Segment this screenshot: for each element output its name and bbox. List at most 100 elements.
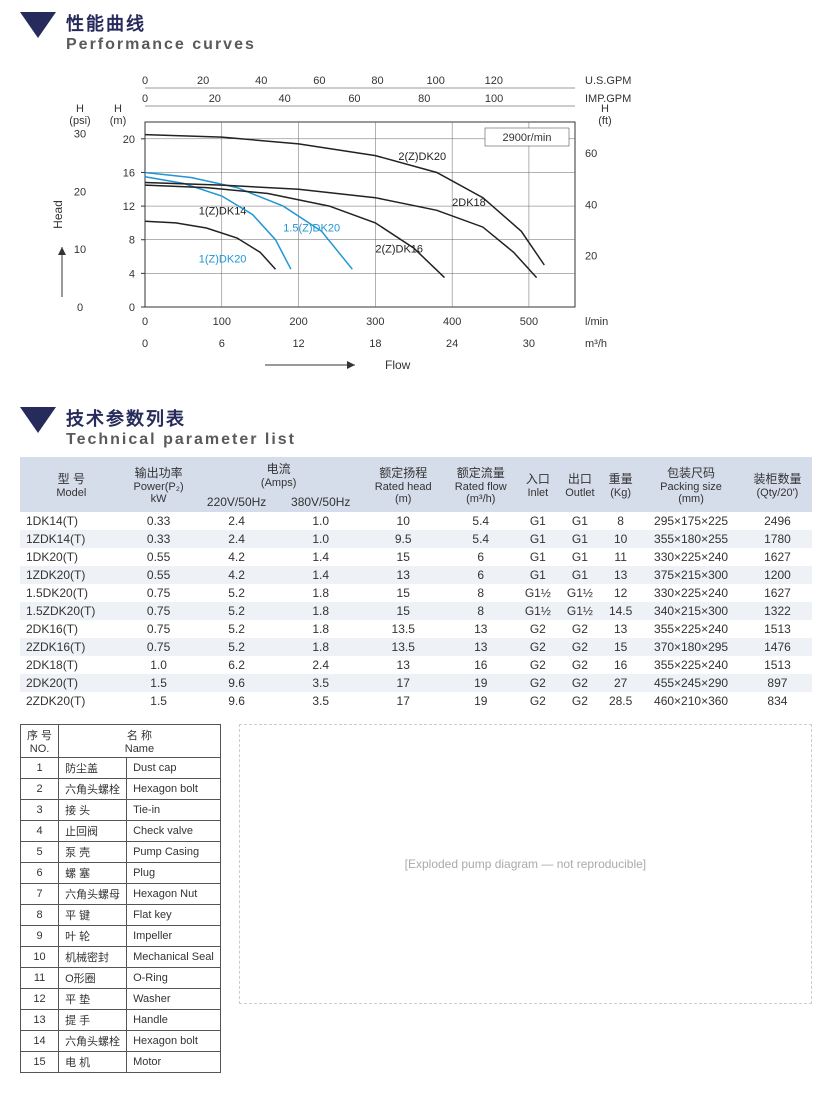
section-titles: 技术参数列表 Technical parameter list (66, 405, 296, 449)
table-cell: 6 (444, 548, 518, 566)
svg-text:20: 20 (585, 251, 597, 263)
parts-no: 2 (21, 779, 59, 800)
table-cell: G1½ (518, 584, 558, 602)
svg-text:60: 60 (585, 148, 597, 160)
table-cell: G2 (558, 656, 602, 674)
svg-text:0: 0 (142, 93, 148, 105)
parts-name-en: Check valve (127, 821, 221, 842)
table-cell: 13 (363, 566, 444, 584)
th-packing: 包装尺码Packing size(mm) (639, 457, 743, 512)
table-cell: 0.75 (123, 584, 195, 602)
table-cell: 5.2 (195, 602, 279, 620)
svg-text:1.5(Z)DK20: 1.5(Z)DK20 (283, 222, 340, 234)
table-cell: 3.5 (279, 692, 363, 710)
table-cell: 0.75 (123, 602, 195, 620)
table-cell: 340×215×300 (639, 602, 743, 620)
table-cell: 1.8 (279, 584, 363, 602)
parts-no: 1 (21, 758, 59, 779)
svg-text:(psi): (psi) (69, 115, 90, 127)
parts-name-en: Tie-in (127, 800, 221, 821)
table-row: 10机械密封Mechanical Seal (21, 947, 221, 968)
table-cell: G1 (558, 548, 602, 566)
table-cell: G1 (558, 512, 602, 530)
parts-no: 10 (21, 947, 59, 968)
table-cell: 1513 (743, 656, 812, 674)
svg-text:24: 24 (446, 338, 458, 350)
title-cn: 技术参数列表 (66, 405, 296, 431)
th-power: 输出功率Power(P₂)kW (123, 457, 195, 512)
table-cell: 27 (602, 674, 639, 692)
th-amps-380: 380V/50Hz (279, 492, 363, 512)
svg-text:(m): (m) (110, 115, 127, 127)
svg-text:0: 0 (142, 338, 148, 350)
table-cell: 2DK16(T) (20, 620, 123, 638)
table-cell: 1322 (743, 602, 812, 620)
parts-no: 7 (21, 884, 59, 905)
table-row: 4止回阀Check valve (21, 821, 221, 842)
arrow-icon (20, 407, 56, 433)
table-cell: 5.2 (195, 584, 279, 602)
parts-name-en: Washer (127, 989, 221, 1010)
parts-name-cn: 电 机 (59, 1052, 127, 1073)
table-cell: 1.5ZDK20(T) (20, 602, 123, 620)
table-row: 1ZDK20(T)0.554.21.4136G1G113375×215×3001… (20, 566, 812, 584)
parts-name-en: Hexagon bolt (127, 1031, 221, 1052)
table-row: 9叶 轮Impeller (21, 926, 221, 947)
parts-name-en: Hexagon bolt (127, 779, 221, 800)
table-cell: 1ZDK14(T) (20, 530, 123, 548)
svg-text:2(Z)DK16: 2(Z)DK16 (375, 243, 423, 255)
th-flow: 额定流量Rated flow(m³/h) (444, 457, 518, 512)
table-cell: 1.5DK20(T) (20, 584, 123, 602)
table-cell: 370×180×295 (639, 638, 743, 656)
table-cell: G1 (558, 566, 602, 584)
table-cell: 330×225×240 (639, 584, 743, 602)
table-cell: 4.2 (195, 548, 279, 566)
parts-name-en: Dust cap (127, 758, 221, 779)
table-cell: 14.5 (602, 602, 639, 620)
table-cell: 1.4 (279, 548, 363, 566)
svg-text:m³/h: m³/h (585, 338, 607, 350)
table-cell: G1 (518, 530, 558, 548)
table-row: 2六角头螺栓Hexagon bolt (21, 779, 221, 800)
svg-text:IMP.GPM: IMP.GPM (585, 93, 631, 105)
table-cell: 1200 (743, 566, 812, 584)
svg-text:20: 20 (123, 134, 135, 146)
parts-no: 14 (21, 1031, 59, 1052)
parts-name-en: Plug (127, 863, 221, 884)
section-titles: 性能曲线 Performance curves (66, 10, 256, 54)
table-cell: 9.5 (363, 530, 444, 548)
table-cell: 9.6 (195, 692, 279, 710)
table-cell: 13 (602, 620, 639, 638)
parts-name-cn: 平 垫 (59, 989, 127, 1010)
svg-text:20: 20 (197, 75, 209, 87)
svg-text:U.S.GPM: U.S.GPM (585, 75, 631, 87)
parts-name-en: Flat key (127, 905, 221, 926)
table-cell: 455×245×290 (639, 674, 743, 692)
svg-text:30: 30 (74, 129, 86, 141)
parts-name-en: O-Ring (127, 968, 221, 989)
exploded-diagram: [Exploded pump diagram — not reproducibl… (239, 724, 812, 1004)
lower-section: 序 号NO. 名 称Name 1防尘盖Dust cap2六角头螺栓Hexagon… (20, 724, 812, 1073)
svg-text:2DK18: 2DK18 (452, 197, 486, 209)
table-cell: 17 (363, 674, 444, 692)
svg-text:H: H (114, 103, 122, 115)
table-cell: 11 (602, 548, 639, 566)
parts-name-cn: 六角头螺栓 (59, 1031, 127, 1052)
table-cell: 1627 (743, 584, 812, 602)
table-row: 1.5ZDK20(T)0.755.21.8158G1½G1½14.5340×21… (20, 602, 812, 620)
svg-text:18: 18 (369, 338, 381, 350)
parts-no: 4 (21, 821, 59, 842)
parts-name-cn: O形圈 (59, 968, 127, 989)
svg-text:0: 0 (77, 302, 83, 314)
table-cell: 5.4 (444, 530, 518, 548)
svg-text:Head: Head (51, 200, 65, 229)
svg-text:40: 40 (255, 75, 267, 87)
table-row: 1防尘盖Dust cap (21, 758, 221, 779)
svg-text:l/min: l/min (585, 316, 608, 328)
th-inlet: 入口Inlet (518, 457, 558, 512)
table-cell: 834 (743, 692, 812, 710)
table-row: 2ZDK16(T)0.755.21.813.513G2G215370×180×2… (20, 638, 812, 656)
svg-text:10: 10 (74, 244, 86, 256)
parts-no: 5 (21, 842, 59, 863)
table-cell: G2 (518, 656, 558, 674)
